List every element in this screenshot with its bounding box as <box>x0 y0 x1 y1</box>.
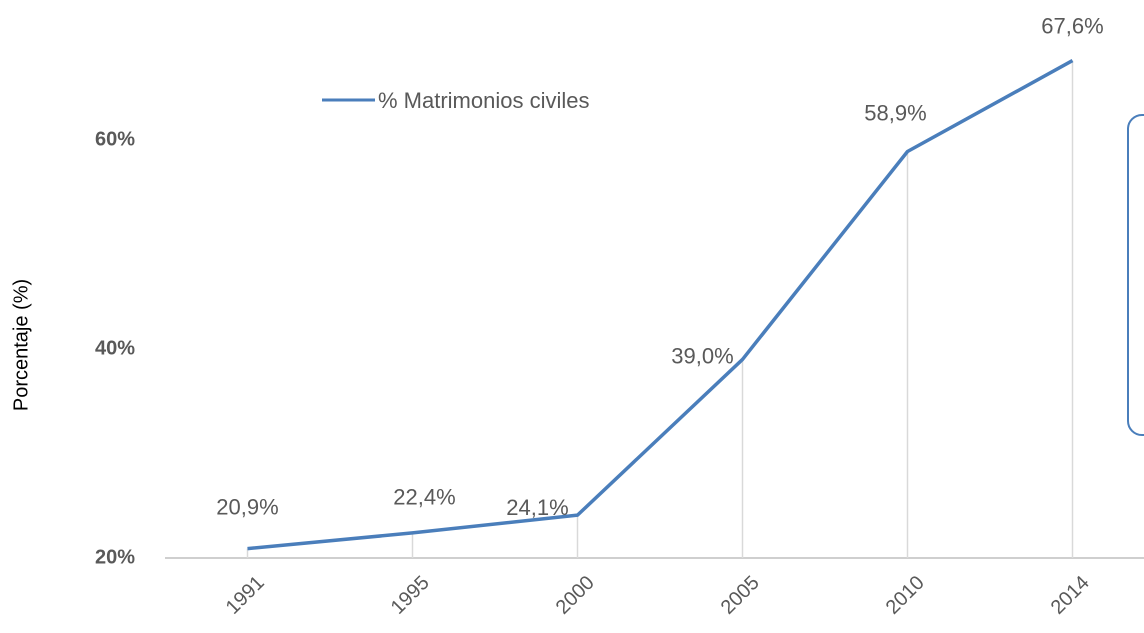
legend-label: % Matrimonios civiles <box>378 88 590 113</box>
data-line <box>247 59 1074 551</box>
x-tick-label: 2005 <box>717 572 764 619</box>
x-tick-label: 2000 <box>552 572 599 619</box>
y-tick-label: 60% <box>95 128 135 150</box>
data-label: 24,1% <box>506 495 568 520</box>
x-tick-label: 1991 <box>222 572 269 619</box>
x-tick-label: 2014 <box>1047 572 1094 619</box>
data-label: 39,0% <box>671 343 733 368</box>
x-tick-label: 2010 <box>882 572 929 619</box>
x-tick-label: 1995 <box>387 572 434 619</box>
data-label: 22,4% <box>393 485 455 510</box>
y-tick-label: 40% <box>95 337 135 359</box>
data-label: 20,9% <box>216 494 278 519</box>
side-panel <box>1127 114 1144 436</box>
y-tick-label: 20% <box>95 546 135 568</box>
data-label: 67,6% <box>1041 13 1103 38</box>
data-label: 58,9% <box>864 100 926 125</box>
y-axis-label: Porcentaje (%) <box>10 279 32 411</box>
